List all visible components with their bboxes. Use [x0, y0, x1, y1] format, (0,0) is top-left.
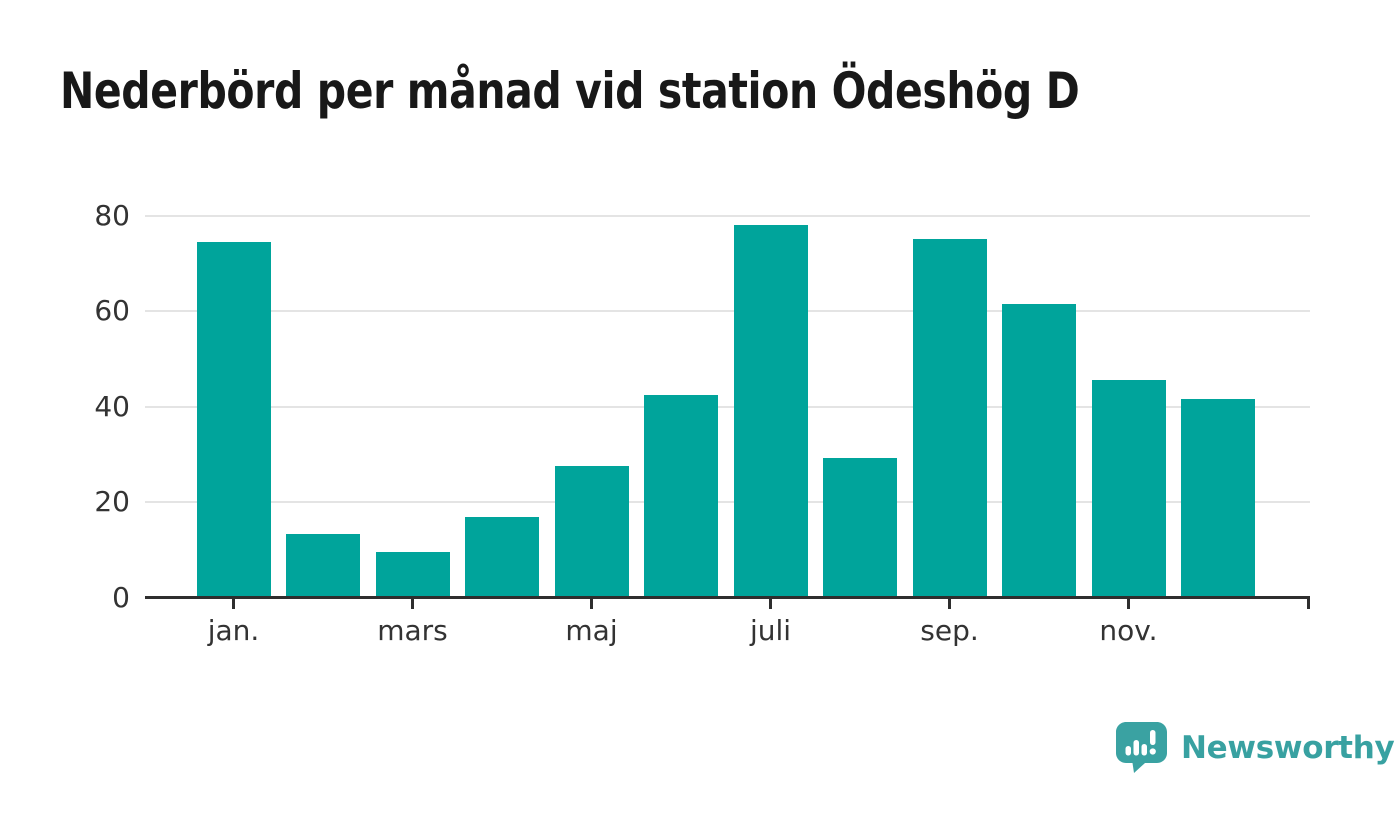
chart-title: Nederbörd per månad vid station Ödeshög … — [60, 62, 1080, 120]
y-axis-label: 0 — [112, 580, 130, 614]
y-axis-label: 60 — [94, 294, 130, 327]
bar-dec — [1181, 398, 1255, 598]
bar-nov — [1091, 380, 1166, 598]
gridline-40 — [145, 405, 1310, 408]
x-axis-end-tick — [1307, 596, 1310, 609]
bar-feb — [286, 534, 360, 598]
gridline-80 — [145, 214, 1310, 217]
gridline-60 — [145, 310, 1310, 312]
newsworthy-logo-icon — [1116, 722, 1167, 773]
x-axis-tick-jan — [232, 599, 235, 609]
x-axis-tick-mars — [411, 599, 414, 609]
bar-jan — [196, 241, 271, 598]
newsworthy-logo-text: Newsworthy — [1181, 729, 1395, 766]
x-axis-tick-maj — [590, 599, 593, 609]
bar-apr — [465, 517, 539, 598]
x-axis-label: sep. — [920, 613, 979, 647]
bar-aug — [823, 457, 897, 598]
x-axis-label: mars — [377, 613, 448, 647]
x-axis-label: juli — [749, 613, 792, 647]
y-axis-label: 80 — [94, 198, 130, 232]
x-axis-tick-juli — [769, 599, 772, 609]
x-axis-label: maj — [565, 613, 618, 647]
gridline-20 — [145, 501, 1310, 503]
x-axis-label: nov. — [1099, 613, 1158, 647]
bar-sep — [912, 239, 987, 598]
newsworthy-logo: Newsworthy — [1115, 720, 1395, 775]
x-axis-line — [145, 596, 1310, 599]
bar-okt — [1002, 303, 1076, 598]
y-axis-label: 20 — [94, 485, 130, 518]
bar-mars — [375, 551, 450, 598]
bar-juli — [733, 225, 808, 598]
x-axis-label: jan. — [207, 613, 260, 647]
x-axis-tick-sep — [948, 599, 951, 609]
x-axis-tick-nov — [1127, 599, 1130, 609]
bar-maj — [554, 466, 629, 598]
bar-juni — [644, 395, 718, 598]
y-axis-label: 40 — [94, 389, 130, 423]
